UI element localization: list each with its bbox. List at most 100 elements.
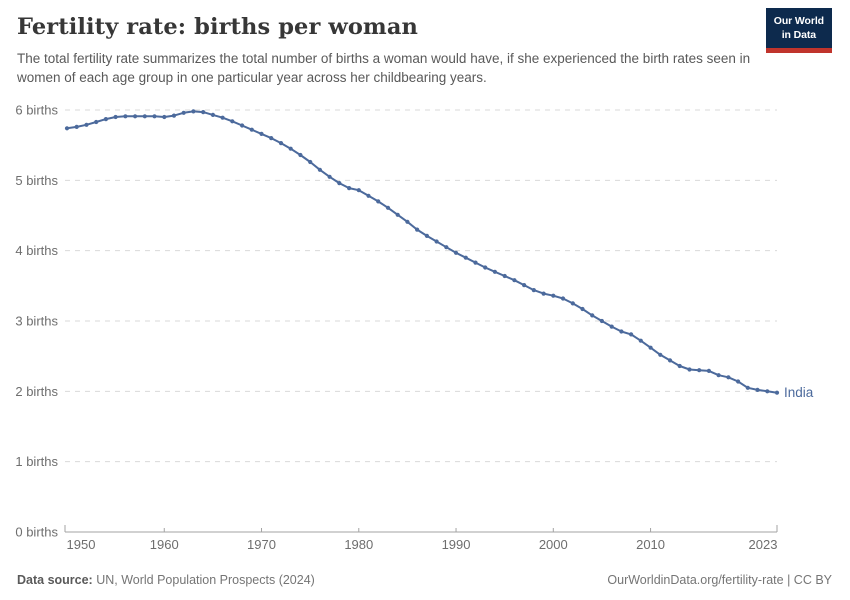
data-point: [667, 358, 673, 363]
data-source: Data source: UN, World Population Prospe…: [17, 573, 315, 587]
data-point: [502, 273, 507, 279]
y-tick-label: 3 births: [15, 314, 58, 329]
data-point: [736, 379, 741, 384]
data-point: [619, 329, 624, 334]
series-end-label[interactable]: India: [784, 385, 814, 400]
data-point: [123, 114, 128, 119]
x-tick-label: 1960: [150, 537, 179, 552]
y-tick-label: 1 births: [15, 454, 58, 469]
x-tick-label: 2010: [636, 537, 665, 552]
data-point: [327, 174, 332, 179]
data-point: [405, 219, 410, 224]
data-point: [765, 389, 770, 394]
data-point: [347, 186, 352, 191]
data-source-value: UN, World Population Prospects (2024): [92, 573, 315, 587]
data-point: [434, 239, 439, 244]
data-point: [415, 227, 420, 232]
data-point: [697, 368, 702, 373]
data-point: [142, 114, 147, 119]
x-tick-label: 1980: [344, 537, 373, 552]
data-point: [677, 363, 682, 369]
data-point: [648, 345, 653, 350]
data-point: [638, 338, 643, 343]
data-point: [259, 131, 264, 136]
data-point: [210, 112, 215, 117]
data-point: [531, 288, 536, 293]
data-point: [181, 110, 186, 115]
data-point: [269, 136, 274, 141]
data-point: [580, 306, 585, 312]
data-point: [133, 114, 138, 119]
data-point: [590, 313, 595, 318]
series-line: [66, 110, 778, 394]
credit-link[interactable]: OurWorldinData.org/fertility-rate | CC B…: [607, 573, 832, 587]
data-point: [288, 146, 293, 151]
data-point: [201, 110, 206, 115]
x-tick-label: 1950: [67, 537, 96, 552]
fertility-line-chart[interactable]: 0 births 1 births 2 births 3 births 4 births…: [0, 96, 850, 560]
data-point: [560, 296, 566, 301]
data-point: [463, 255, 468, 260]
data-point: [376, 199, 381, 204]
data-point: [298, 152, 303, 158]
data-point: [308, 159, 313, 165]
data-point: [162, 114, 167, 120]
data-point: [629, 332, 634, 337]
data-point: [74, 124, 79, 129]
data-point: [473, 260, 478, 265]
data-point: [492, 269, 497, 274]
data-point: [522, 283, 527, 288]
y-tick-label: 0 births: [15, 525, 58, 540]
data-point: [658, 352, 663, 357]
data-point: [570, 301, 575, 306]
x-tick-label: 2000: [539, 537, 568, 552]
data-point: [716, 373, 721, 378]
owid-logo-line2: in Data: [781, 28, 817, 41]
y-tick-label: 5 births: [15, 173, 58, 188]
data-point: [424, 233, 429, 238]
data-point: [395, 212, 400, 217]
data-point: [94, 119, 99, 125]
data-point: [278, 141, 284, 146]
y-tick-label: 2 births: [15, 384, 58, 399]
page-title: Fertility rate: births per woman: [17, 14, 418, 40]
chart-subtitle: The total fertility rate summarizes the …: [17, 51, 751, 86]
data-point: [551, 293, 556, 298]
data-point: [317, 167, 322, 172]
data-point: [84, 122, 89, 127]
data-point: [191, 109, 196, 114]
x-tick-label: 1990: [442, 537, 471, 552]
chart-footer: Data source: UN, World Population Prospe…: [17, 573, 832, 587]
owid-logo[interactable]: Our World in Data: [765, 8, 832, 54]
x-tick-label: 2023: [749, 537, 778, 552]
data-point: [512, 278, 517, 283]
x-tick-label: 1970: [247, 537, 276, 552]
data-point: [103, 117, 108, 122]
data-point: [483, 265, 488, 270]
data-point: [755, 387, 760, 392]
owid-logo-line1: Our World: [773, 15, 824, 27]
data-point: [541, 291, 546, 296]
data-point: [453, 250, 459, 255]
data-point: [687, 367, 692, 372]
data-point: [240, 123, 245, 128]
data-point: [220, 115, 225, 120]
data-point: [356, 188, 361, 193]
chart-header: Fertility rate: births per woman The tot…: [0, 0, 850, 96]
data-point: [706, 368, 712, 373]
y-tick-label: 6 births: [15, 103, 58, 118]
data-point: [385, 205, 391, 210]
data-point: [599, 318, 605, 324]
data-point: [152, 114, 157, 119]
data-point: [171, 113, 177, 118]
y-tick-label: 4 births: [15, 243, 58, 258]
data-point: [444, 245, 449, 250]
data-point: [774, 390, 780, 395]
data-point: [113, 114, 118, 120]
data-point: [366, 193, 371, 198]
data-point: [230, 119, 235, 124]
data-point: [726, 375, 731, 380]
data-point: [609, 324, 614, 329]
data-source-label: Data source:: [17, 573, 93, 587]
